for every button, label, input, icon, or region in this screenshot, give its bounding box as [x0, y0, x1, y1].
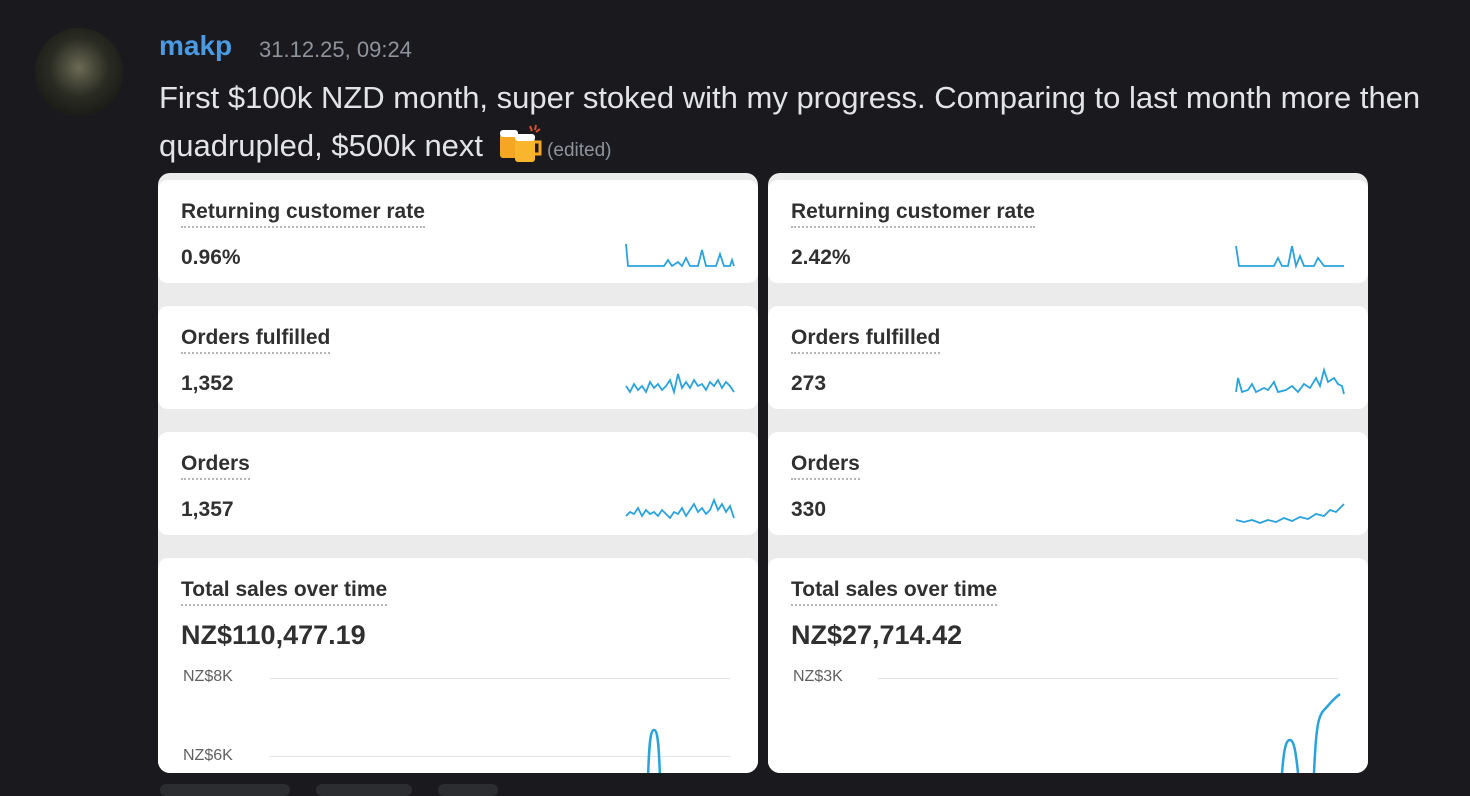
metric-value: 0.96% — [181, 246, 241, 269]
metric-card: Orders fulfilled 273 — [768, 306, 1368, 409]
sparkline — [1235, 366, 1345, 395]
timestamp: 31.12.25, 09:24 — [259, 37, 412, 62]
metric-card: Orders fulfilled 1,352 — [158, 306, 758, 409]
metric-value: 330 — [791, 498, 827, 521]
metric-label: Orders fulfilled — [181, 326, 331, 354]
grid-line — [878, 678, 1338, 679]
username[interactable]: makp — [159, 30, 233, 61]
metric-value: 1,357 — [181, 498, 234, 521]
sparkline — [1235, 503, 1345, 524]
metric-card: Returning customer rate 0.96% — [158, 180, 758, 283]
sales-card: Total sales over time NZ$27,714.42 NZ$3K — [768, 558, 1368, 773]
y-axis-label: NZ$8K — [183, 668, 233, 685]
reaction[interactable] — [438, 784, 498, 796]
y-axis-label: NZ$6K — [183, 747, 233, 764]
sales-value: NZ$27,714.42 — [791, 620, 963, 650]
dashboard-image[interactable]: Returning customer rate 0.96% Orders ful… — [158, 173, 758, 773]
metric-value: 1,352 — [181, 372, 234, 395]
metric-value: 2.42% — [791, 246, 851, 269]
metric-label: Returning customer rate — [791, 200, 1035, 228]
y-axis-label: NZ$3K — [793, 668, 843, 685]
metric-card: Returning customer rate 2.42% — [768, 180, 1368, 283]
sparkline — [625, 243, 735, 268]
beer-emoji — [500, 124, 542, 162]
reaction[interactable] — [160, 784, 290, 796]
sales-value: NZ$110,477.19 — [181, 620, 366, 650]
sales-line — [1280, 693, 1341, 773]
grid-line — [270, 756, 730, 757]
sales-label: Total sales over time — [791, 578, 998, 606]
metric-value: 273 — [791, 372, 827, 395]
sales-card: Total sales over time NZ$110,477.19 NZ$8… — [158, 558, 758, 773]
sales-label: Total sales over time — [181, 578, 388, 606]
sparkline — [1235, 245, 1344, 270]
grid-line — [270, 678, 730, 679]
metric-label: Orders fulfilled — [791, 326, 941, 354]
message-body: First $100k NZD month, super stoked with… — [159, 80, 1421, 163]
sales-line — [646, 728, 662, 773]
message-text: First $100k NZD month, super stoked with… — [159, 74, 1459, 175]
metric-label: Returning customer rate — [181, 200, 425, 228]
metric-card: Orders 1,357 — [158, 432, 758, 535]
metric-label: Orders — [181, 452, 250, 480]
sparkline — [625, 497, 735, 520]
metric-card: Orders 330 — [768, 432, 1368, 535]
sparkline — [625, 373, 735, 396]
dashboard-image[interactable]: Returning customer rate 2.42% Orders ful… — [768, 173, 1368, 773]
reaction[interactable] — [316, 784, 412, 796]
avatar[interactable] — [35, 28, 123, 116]
edited-marker: (edited) — [547, 140, 612, 161]
metric-label: Orders — [791, 452, 860, 480]
